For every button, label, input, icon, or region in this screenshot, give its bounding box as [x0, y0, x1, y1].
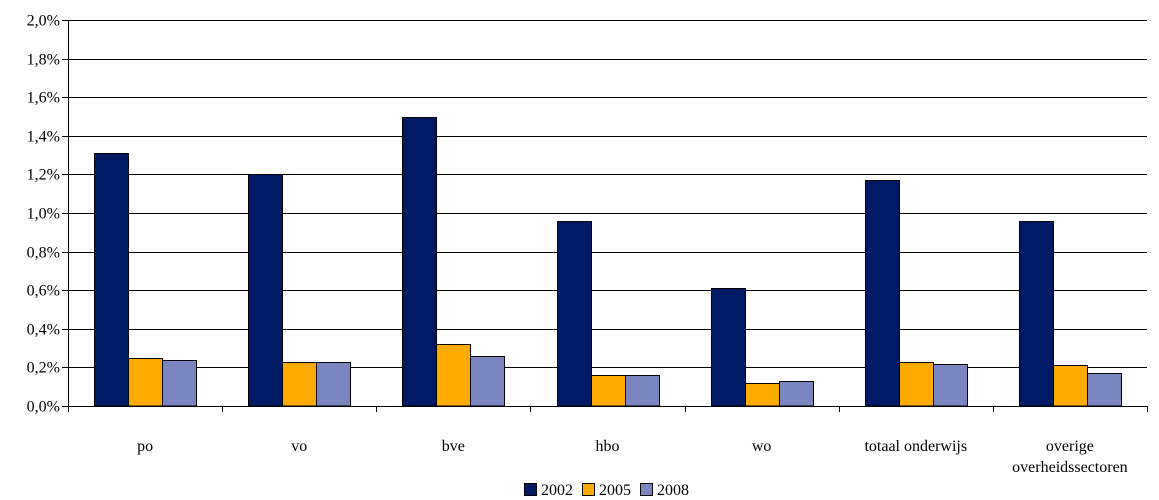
- y-tick-label: 1,4%: [27, 129, 60, 146]
- y-tick-label: 2,0%: [27, 13, 60, 30]
- category-label: totaal onderwijs: [864, 438, 967, 455]
- category-label: bve: [442, 438, 465, 455]
- y-tick-label: 0,0%: [27, 399, 60, 416]
- y-tick-label: 0,2%: [27, 360, 60, 377]
- category-label: vo: [291, 438, 307, 455]
- bar-2005-6: [1053, 365, 1088, 407]
- category-label: overige overheidssectoren: [1012, 438, 1128, 476]
- bar-2008-6: [1087, 373, 1122, 407]
- bar-2008-5: [933, 364, 968, 407]
- bar-2008-4: [779, 381, 814, 407]
- bar-2002-1: [248, 174, 283, 407]
- bar-2002-5: [865, 180, 900, 407]
- y-tick-label: 0,8%: [27, 245, 60, 262]
- bar-2008-3: [625, 375, 660, 407]
- bar-2008-2: [470, 356, 505, 407]
- legend-label-2002: 2002: [541, 482, 573, 499]
- y-tick-label: 1,6%: [27, 90, 60, 107]
- legend-swatch-2005: [582, 483, 595, 496]
- bar-2008-1: [316, 362, 351, 407]
- legend-label-2005: 2005: [599, 482, 631, 499]
- bar-2005-3: [591, 375, 626, 407]
- legend-swatch-2002: [524, 483, 537, 496]
- category-label: hbo: [596, 438, 620, 455]
- legend-swatch-2008: [640, 483, 653, 496]
- bar-2002-3: [557, 221, 592, 407]
- legend-label-2008: 2008: [657, 482, 689, 499]
- bar-2002-0: [94, 153, 129, 407]
- category-label: po: [137, 438, 153, 455]
- x-axis-category-labels: po vo bve hbo wo totaal onderwijs overige overh…: [137, 438, 1128, 476]
- bar-2005-2: [436, 344, 471, 407]
- bar-2005-1: [282, 362, 317, 407]
- bar-2002-2: [402, 117, 437, 407]
- bar-2005-4: [745, 383, 780, 407]
- y-axis-tick-labels: 0,0% 0,2% 0,4% 0,6% 0,8% 1,0% 1,2% 1,4% 1,6% 1,8%…: [27, 13, 60, 416]
- y-tick-label: 1,0%: [27, 206, 60, 223]
- category-label: wo: [752, 438, 772, 455]
- bar-2005-5: [899, 362, 934, 407]
- bars: [94, 117, 1122, 407]
- y-tick-label: 0,4%: [27, 322, 60, 339]
- axes: [68, 20, 1148, 412]
- y-tick-label: 0,6%: [27, 283, 60, 300]
- bar-2002-6: [1019, 221, 1054, 407]
- y-tick-label: 1,8%: [27, 52, 60, 69]
- bar-2005-0: [128, 358, 163, 407]
- legend: 2002 2005 2008: [524, 482, 689, 499]
- gridlines: [62, 20, 1147, 407]
- y-tick-label: 1,2%: [27, 167, 60, 184]
- bar-2002-4: [711, 288, 746, 407]
- bar-2008-0: [162, 360, 197, 407]
